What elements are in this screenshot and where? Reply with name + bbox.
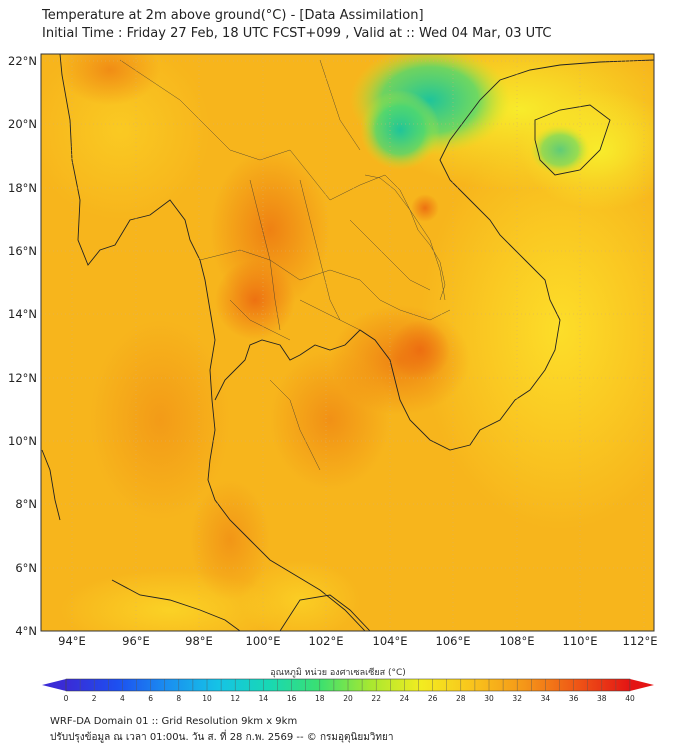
colorbar-tick-label: 26 — [428, 694, 438, 703]
colorbar-tick-label: 34 — [541, 694, 551, 703]
lon-label: 94°E — [58, 634, 86, 648]
lat-label: 8°N — [15, 497, 37, 511]
lon-label: 110°E — [563, 634, 598, 648]
lon-label: 106°E — [436, 634, 471, 648]
lat-label: 6°N — [15, 561, 37, 575]
colorbar-tick-label: 28 — [456, 694, 466, 703]
lat-axis: 22°N 20°N 18°N 16°N 14°N 12°N 10°N 8°N 6… — [8, 54, 37, 638]
colorbar-tick-label: 36 — [569, 694, 579, 703]
colorbar-min-arrow — [42, 679, 66, 691]
colorbar-tick-label: 2 — [92, 694, 97, 703]
colorbar-tick-label: 14 — [259, 694, 269, 703]
colorbar-tick-label: 16 — [287, 694, 297, 703]
lon-label: 96°E — [122, 634, 150, 648]
lat-label: 14°N — [8, 307, 37, 321]
coastlines — [41, 54, 654, 631]
lat-label: 16°N — [8, 244, 37, 258]
colorbar-tick-label: 12 — [230, 694, 240, 703]
colorbar-tick-label: 32 — [512, 694, 522, 703]
colorbar-tick-label: 0 — [64, 694, 69, 703]
colorbar-title: อุณหภูมิ หน่วย องศาเซลเซียส (°C) — [270, 668, 406, 678]
footer-update-info: ปรับปรุงข้อมูล ณ เวลา 01:00น. วัน ส. ที่… — [50, 732, 394, 743]
colorbar-tick-label: 40 — [625, 694, 635, 703]
footer-model-info: WRF-DA Domain 01 :: Grid Resolution 9km … — [50, 716, 298, 727]
colorbar-tick-label: 30 — [484, 694, 494, 703]
map-frame — [40, 53, 655, 632]
lon-label: 104°E — [373, 634, 408, 648]
colorbar-tick-label: 18 — [315, 694, 325, 703]
lon-label: 100°E — [246, 634, 281, 648]
temperature-field — [41, 54, 654, 631]
province-borders — [119, 59, 451, 471]
lat-label: 12°N — [8, 371, 37, 385]
colorbar-tick-label: 22 — [371, 694, 381, 703]
lon-label: 108°E — [500, 634, 535, 648]
lat-label: 10°N — [8, 434, 37, 448]
lon-label: 98°E — [185, 634, 213, 648]
lat-label: 20°N — [8, 117, 37, 131]
map-subtitle: Initial Time : Friday 27 Feb, 18 UTC FCS… — [42, 26, 552, 41]
lon-axis: 94°E 96°E 98°E 100°E 102°E 104°E 106°E 1… — [58, 634, 657, 648]
colorbar-tick-label: 20 — [343, 694, 353, 703]
lon-label: 112°E — [623, 634, 658, 648]
lon-label: 102°E — [309, 634, 344, 648]
map-title: Temperature at 2m above ground(°C) - [Da… — [42, 8, 424, 23]
gridlines — [41, 54, 654, 631]
lat-label: 4°N — [15, 624, 37, 638]
colorbar-tick-label: 4 — [120, 694, 125, 703]
colorbar-tick-label: 10 — [202, 694, 212, 703]
lat-label: 18°N — [8, 181, 37, 195]
colorbar: 0 2 4 6 8 10 12 14 16 18 20 22 24 26 28 30 32 34 36 38 40 — [42, 678, 654, 703]
colorbar-tick-label: 8 — [176, 694, 181, 703]
colorbar-tick-label: 6 — [148, 694, 153, 703]
colorbar-tick-label: 38 — [597, 694, 607, 703]
colorbar-tick-label: 24 — [400, 694, 410, 703]
colorbar-max-arrow — [630, 679, 654, 691]
lat-label: 22°N — [8, 54, 37, 68]
